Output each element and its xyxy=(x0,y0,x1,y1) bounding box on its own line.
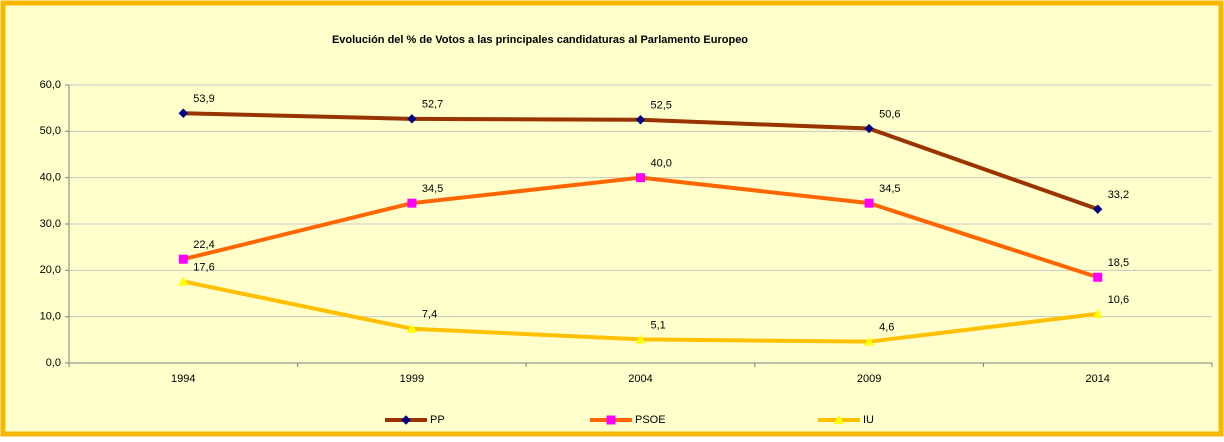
y-tick-label: 20,0 xyxy=(40,264,61,276)
y-tick-label: 30,0 xyxy=(40,218,61,230)
legend-label: IU xyxy=(863,414,874,426)
legend-marker xyxy=(606,415,616,425)
marker xyxy=(178,254,188,264)
data-label: 10,6 xyxy=(1108,294,1129,306)
y-tick-label: 50,0 xyxy=(40,125,61,137)
y-tick-label: 60,0 xyxy=(40,79,61,91)
marker xyxy=(864,123,874,134)
data-label: 7,4 xyxy=(422,309,437,321)
marker xyxy=(178,108,189,118)
data-label: 4,6 xyxy=(879,322,894,334)
marker xyxy=(1092,204,1103,214)
x-tick-label: 1994 xyxy=(171,373,195,385)
data-label: 17,6 xyxy=(193,261,214,273)
legend-marker xyxy=(401,415,411,425)
data-label: 34,5 xyxy=(422,183,443,195)
marker xyxy=(1092,308,1103,318)
x-tick-label: 2014 xyxy=(1085,373,1109,385)
x-tick-label: 2004 xyxy=(628,373,652,385)
legend-label: PP xyxy=(430,414,445,426)
marker xyxy=(635,334,646,344)
data-label: 34,5 xyxy=(879,183,900,195)
data-label: 18,5 xyxy=(1108,257,1129,269)
y-tick-label: 10,0 xyxy=(40,311,61,323)
marker xyxy=(407,114,417,124)
x-tick-label: 2009 xyxy=(857,373,881,385)
data-label: 50,6 xyxy=(879,108,900,120)
data-label: 22,4 xyxy=(193,239,214,251)
marker xyxy=(178,276,189,286)
marker xyxy=(864,336,875,346)
y-tick-label: 0,0 xyxy=(46,357,61,369)
marker xyxy=(635,115,646,125)
y-tick-label: 40,0 xyxy=(40,172,61,184)
data-label: 52,7 xyxy=(422,99,443,111)
legend-label: PSOE xyxy=(635,414,666,426)
marker xyxy=(864,198,874,208)
marker xyxy=(407,198,417,208)
legend-marker xyxy=(834,415,844,424)
data-label: 5,1 xyxy=(651,319,666,331)
marker xyxy=(636,173,645,183)
data-label: 33,2 xyxy=(1108,189,1129,201)
chart-title: Evolución del % de Votos a las principal… xyxy=(332,34,748,46)
marker xyxy=(1093,272,1103,282)
data-label: 53,9 xyxy=(193,93,214,105)
data-label: 52,5 xyxy=(651,100,672,112)
marker xyxy=(406,323,417,333)
data-label: 40,0 xyxy=(651,158,672,170)
x-tick-label: 1999 xyxy=(400,373,424,385)
